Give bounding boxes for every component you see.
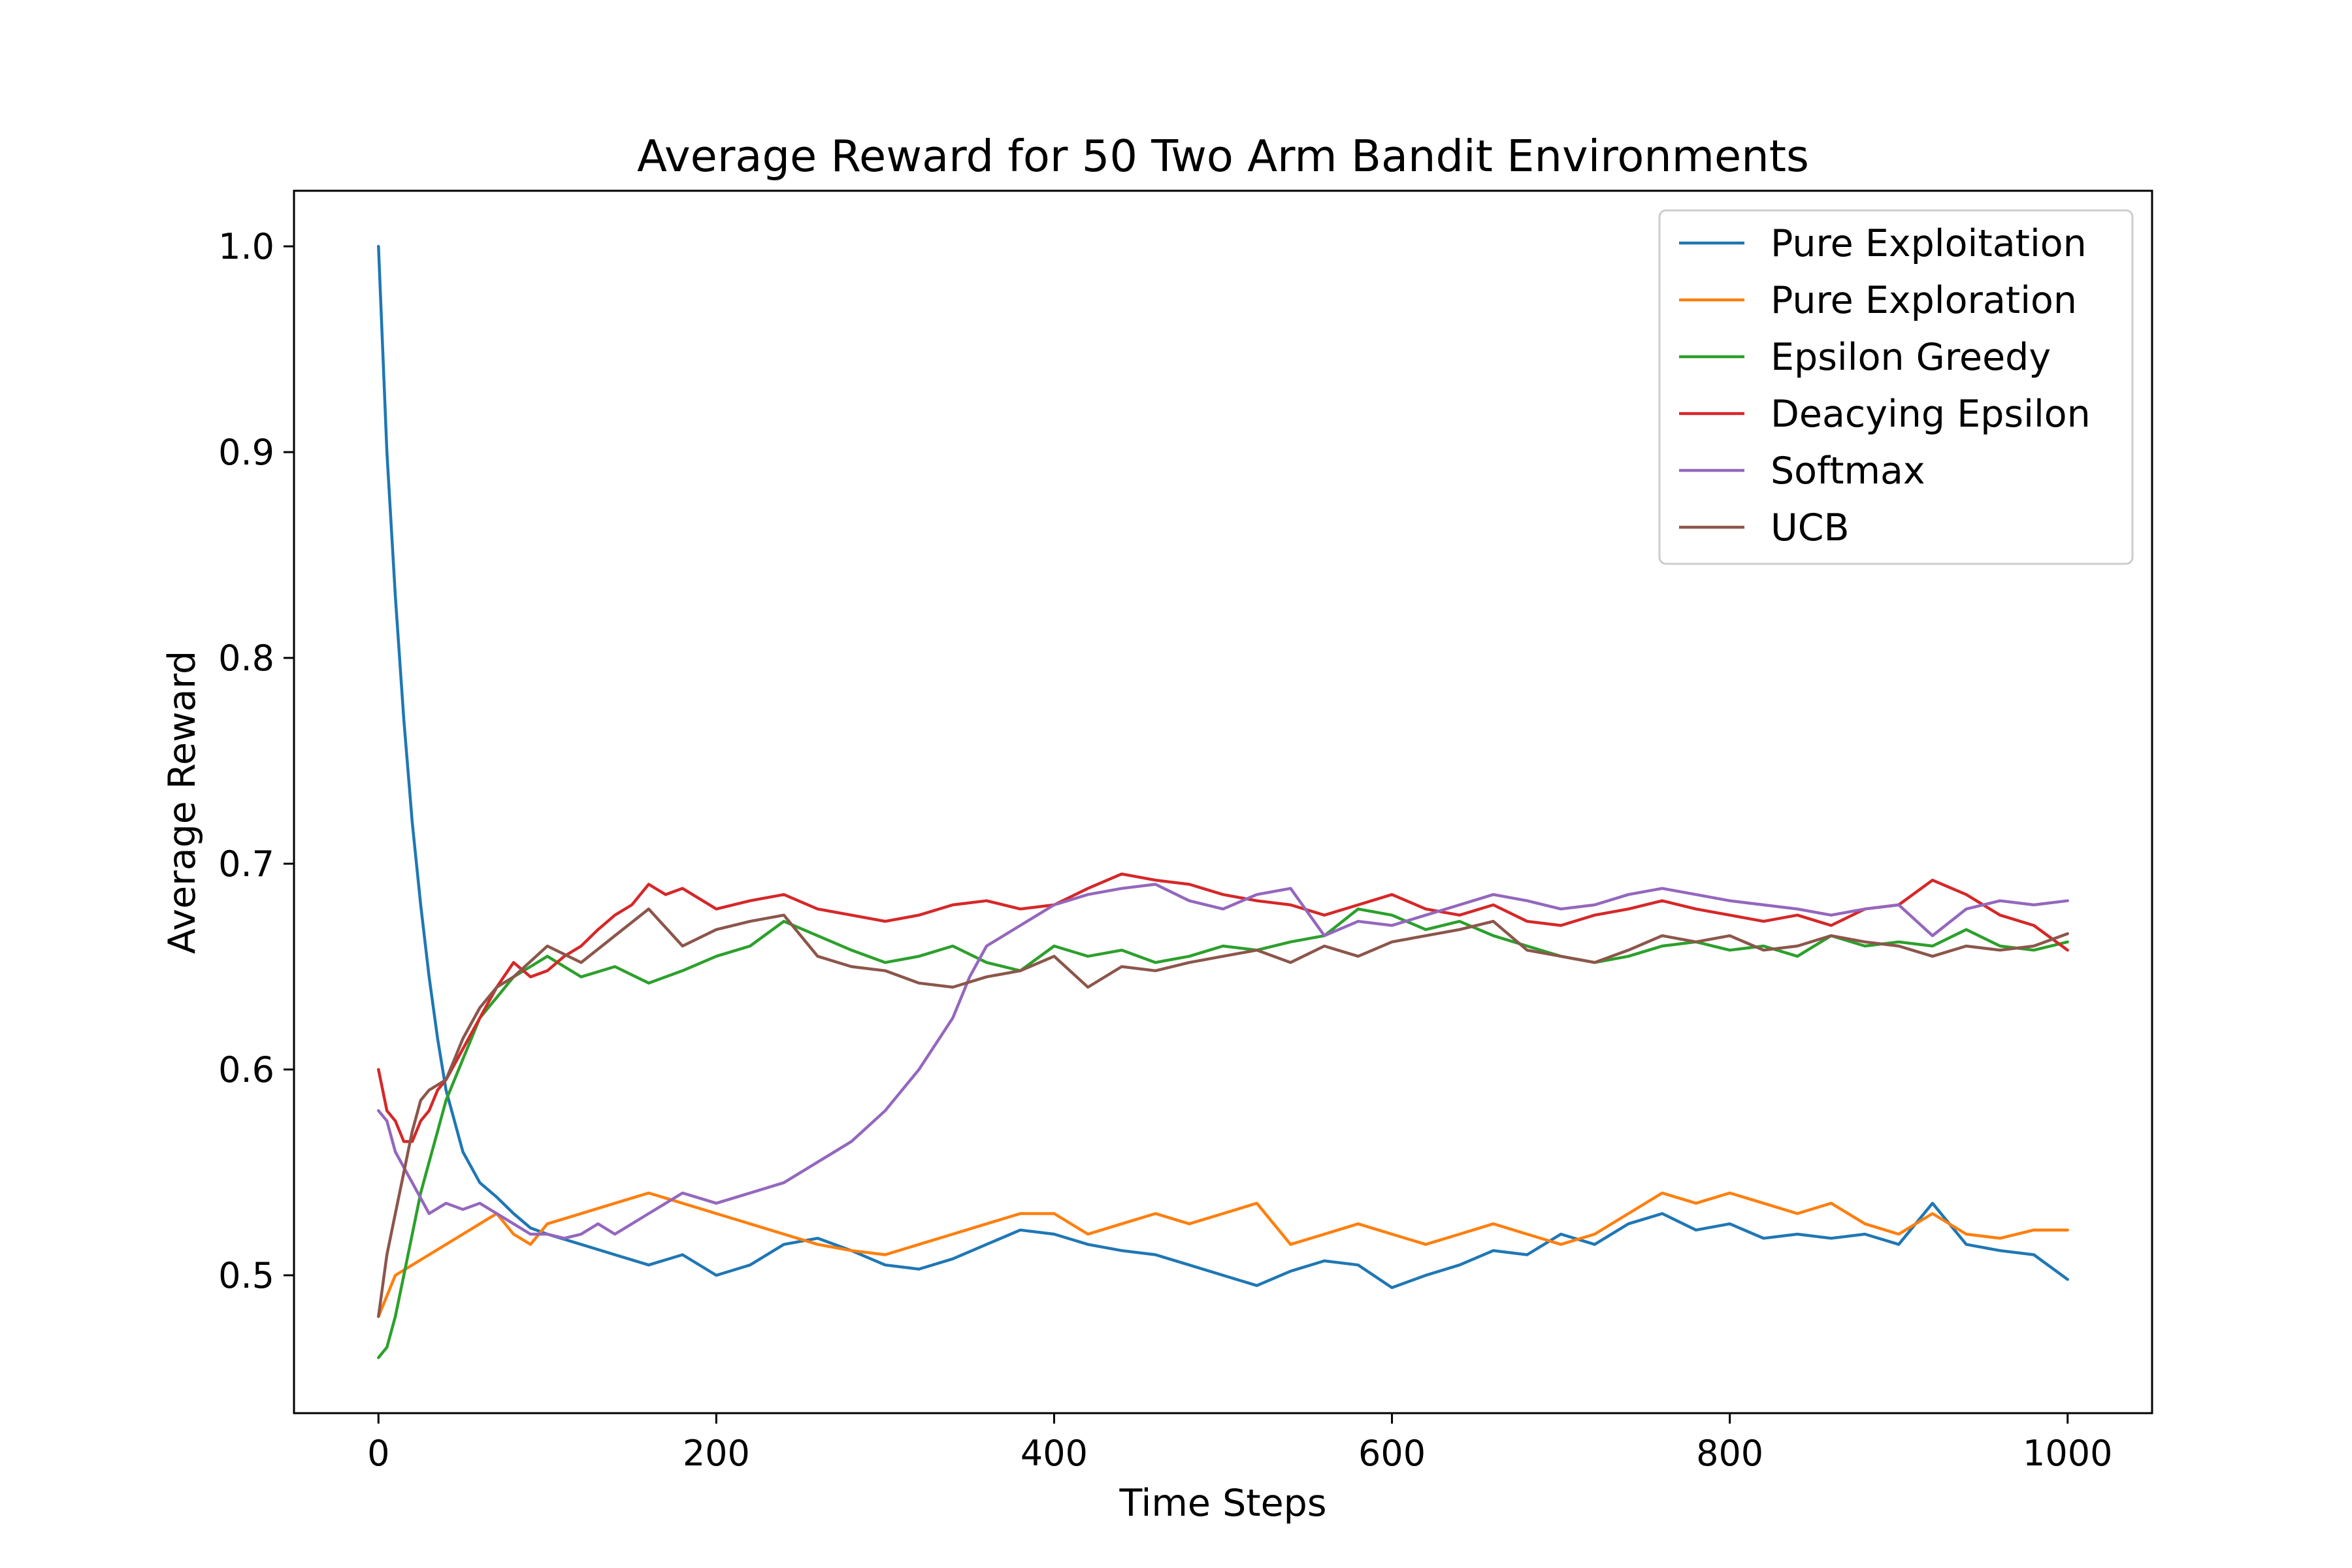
series-line-2 [377, 907, 2069, 1360]
plot-frame [293, 189, 2153, 1414]
legend-label-1: Pure Exploration [1771, 279, 2077, 322]
x-tick-label: 0 [367, 1433, 389, 1474]
legend-label-3: Deacying Epsilon [1771, 393, 2091, 436]
y-tick-label: 0.7 [218, 843, 274, 885]
y-axis-ticks: 0.5 0.6 0.7 0.8 0.9 1.0 [218, 226, 294, 1296]
legend-label-4: Softmax [1771, 449, 1925, 493]
x-axis-label: Time Steps [1119, 1482, 1326, 1525]
series-line-1 [377, 1191, 2069, 1318]
x-axis-ticks: 0 200 400 600 800 1000 [367, 1413, 2112, 1474]
legend-label-0: Pure Exploitation [1771, 222, 2087, 265]
y-tick-label: 0.5 [218, 1255, 274, 1296]
legend-items: Pure Exploitation Pure Exploration Epsilon… [1679, 222, 2091, 549]
legend-label-2: Epsilon Greedy [1771, 336, 2051, 379]
x-tick-label: 1000 [2023, 1433, 2112, 1474]
y-tick-label: 0.8 [218, 638, 274, 679]
x-tick-label: 600 [1358, 1433, 1426, 1474]
x-tick-label: 800 [1696, 1433, 1763, 1474]
y-tick-label: 0.6 [218, 1049, 274, 1090]
series-line-0 [377, 244, 2069, 1290]
x-tick-label: 400 [1021, 1433, 1088, 1474]
series-line-4 [377, 883, 2069, 1240]
y-tick-label: 1.0 [218, 226, 274, 267]
legend-label-5: UCB [1771, 506, 1850, 549]
plot-lines [377, 244, 2069, 1360]
legend: Pure Exploitation Pure Exploration Epsilon… [1658, 209, 2134, 565]
legend-box [1658, 209, 2134, 565]
series-line-5 [377, 907, 2069, 1318]
y-tick-label: 0.9 [218, 432, 274, 473]
x-tick-label: 200 [683, 1433, 750, 1474]
series-line-3 [377, 872, 2069, 1143]
chart-title: Average Reward for 50 Two Arm Bandit Env… [637, 131, 1809, 182]
y-axis-label: Average Reward [161, 651, 204, 954]
